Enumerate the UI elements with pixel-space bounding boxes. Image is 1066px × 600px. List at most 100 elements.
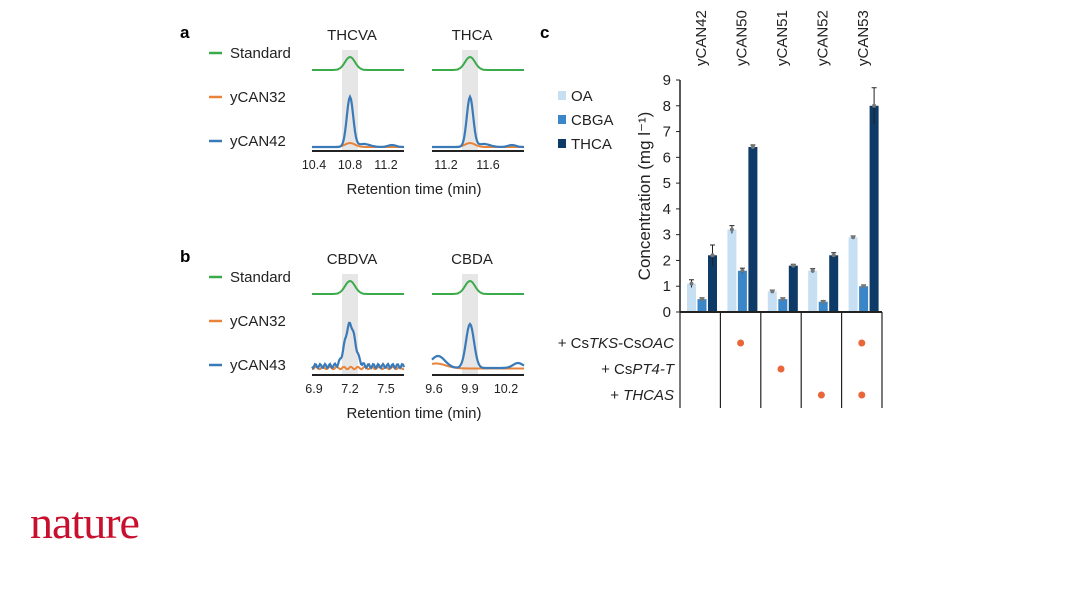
data-point xyxy=(770,289,775,294)
trace-main-strain xyxy=(431,322,525,370)
data-point xyxy=(831,253,836,258)
y-tick-label: 9 xyxy=(663,72,671,89)
tick-label: 11.2 xyxy=(374,158,397,172)
y-tick-label: 6 xyxy=(663,149,671,166)
panel-c-letter: c xyxy=(540,23,549,42)
data-point xyxy=(740,268,745,273)
trace-ycan32 xyxy=(431,362,524,370)
data-point xyxy=(810,268,815,273)
data-point xyxy=(780,297,785,302)
data-point xyxy=(700,297,704,302)
tick-label: 7.5 xyxy=(377,382,394,396)
data-point xyxy=(821,299,826,304)
y-tick-label: 8 xyxy=(663,98,671,115)
x-axis-label: Retention time (min) xyxy=(346,405,481,422)
panel-b-letter: b xyxy=(180,247,190,266)
legend-label-thca: THCA xyxy=(571,136,612,153)
category-label-ycan42: yCAN42 xyxy=(693,10,710,66)
tick-label: 10.4 xyxy=(302,158,326,172)
legend-label-oa: OA xyxy=(571,88,593,105)
trace-main-strain xyxy=(312,93,404,149)
category-label-ycan53: yCAN53 xyxy=(855,10,872,66)
x-axis-label: Retention time (min) xyxy=(346,181,481,198)
trace-standard xyxy=(312,55,404,71)
bar-thca-ycan51 xyxy=(788,265,798,312)
genotype-row-label: + THCAS xyxy=(610,387,674,404)
trace-standard xyxy=(432,279,524,295)
panel-b-chromatograms: Standard yCAN32 yCAN43 CBDVA 6.9 7.2 7.5 CBDA 9.… xyxy=(209,251,525,422)
y-tick-label: 7 xyxy=(663,124,671,141)
bar-cbga-ycan53 xyxy=(859,286,869,312)
category-label-ycan51: yCAN51 xyxy=(774,10,791,66)
legend-label-ycan32: yCAN32 xyxy=(230,89,286,106)
genotype-dot xyxy=(777,365,785,373)
tick-label: 6.9 xyxy=(305,382,322,396)
plot-title-thca: THCA xyxy=(452,27,493,44)
data-point xyxy=(750,145,755,150)
y-tick-label: 4 xyxy=(663,201,671,218)
data-point xyxy=(710,253,715,258)
tick-label: 9.9 xyxy=(461,382,478,396)
y-tick-label: 1 xyxy=(663,278,671,295)
trace-main-strain xyxy=(432,93,524,149)
bar-cbga-ycan51 xyxy=(778,299,788,312)
bar-oa-ycan50 xyxy=(727,229,737,312)
bar-thca-ycan53 xyxy=(869,105,879,313)
plot-title-thcva: THCVA xyxy=(327,27,377,44)
data-point xyxy=(872,103,877,108)
legend-label-standard: Standard xyxy=(230,45,291,62)
y-tick-label: 2 xyxy=(663,252,671,269)
bar-oa-ycan52 xyxy=(808,270,818,312)
category-label-ycan52: yCAN52 xyxy=(814,10,831,66)
data-point xyxy=(861,284,866,289)
nature-logo: nature xyxy=(30,497,140,548)
trace-main-strain xyxy=(311,321,406,370)
y-tick-label: 0 xyxy=(663,304,671,321)
bar-thca-ycan42 xyxy=(708,255,717,312)
plot-title-cbda: CBDA xyxy=(451,251,493,268)
data-point xyxy=(851,235,856,240)
panel-c-bar-chart: 0 1 2 3 4 5 6 7 8 9 Concentration (mg l⁻¹) yCAN42 yC… xyxy=(558,10,883,408)
y-tick-label: 3 xyxy=(663,227,671,244)
legend-label-ycan32: yCAN32 xyxy=(230,313,286,330)
legend-label-cbga: CBGA xyxy=(571,112,614,129)
genotype-dot xyxy=(858,391,866,399)
tick-label: 10.2 xyxy=(494,382,518,396)
panel-a-chromatograms: Standard yCAN32 yCAN42 THCVA 10.4 10.8 11.2 THC… xyxy=(209,27,524,198)
legend-label-standard: Standard xyxy=(230,269,291,286)
legend-swatch-thca xyxy=(558,139,566,148)
genotype-dot xyxy=(858,339,866,347)
data-point xyxy=(791,263,796,268)
bar-oa-ycan53 xyxy=(848,237,858,312)
bar-cbga-ycan52 xyxy=(818,301,828,312)
tick-label: 10.8 xyxy=(338,158,362,172)
panel-a-letter: a xyxy=(180,23,190,42)
legend-label-ycan42: yCAN42 xyxy=(230,133,286,150)
bar-cbga-ycan50 xyxy=(737,270,747,312)
legend-label-ycan43: yCAN43 xyxy=(230,357,286,374)
tick-label: 9.6 xyxy=(425,382,442,396)
legend-swatch-cbga xyxy=(558,115,566,124)
genotype-dot xyxy=(817,391,825,399)
genotype-row-label: + CsTKS-CsOAC xyxy=(558,335,674,352)
y-axis-label: Concentration (mg l⁻¹) xyxy=(635,112,654,281)
bar-thca-ycan50 xyxy=(748,147,758,312)
y-tick-label: 5 xyxy=(663,175,671,192)
trace-standard xyxy=(312,279,404,295)
legend-swatch-oa xyxy=(558,91,566,100)
data-point xyxy=(729,227,734,232)
genotype-dot xyxy=(737,339,745,347)
bar-oa-ycan51 xyxy=(767,291,777,312)
bar-oa-ycan42 xyxy=(687,283,696,312)
bar-thca-ycan52 xyxy=(829,255,839,312)
plot-title-cbdva: CBDVA xyxy=(327,251,378,268)
data-point xyxy=(689,281,694,286)
trace-standard xyxy=(432,55,524,71)
genotype-row-label: + CsPT4-T xyxy=(601,361,676,378)
bar-cbga-ycan42 xyxy=(697,299,707,312)
category-label-ycan50: yCAN50 xyxy=(734,10,751,66)
tick-label: 11.6 xyxy=(476,158,499,172)
tick-label: 7.2 xyxy=(341,382,358,396)
tick-label: 11.2 xyxy=(434,158,457,172)
